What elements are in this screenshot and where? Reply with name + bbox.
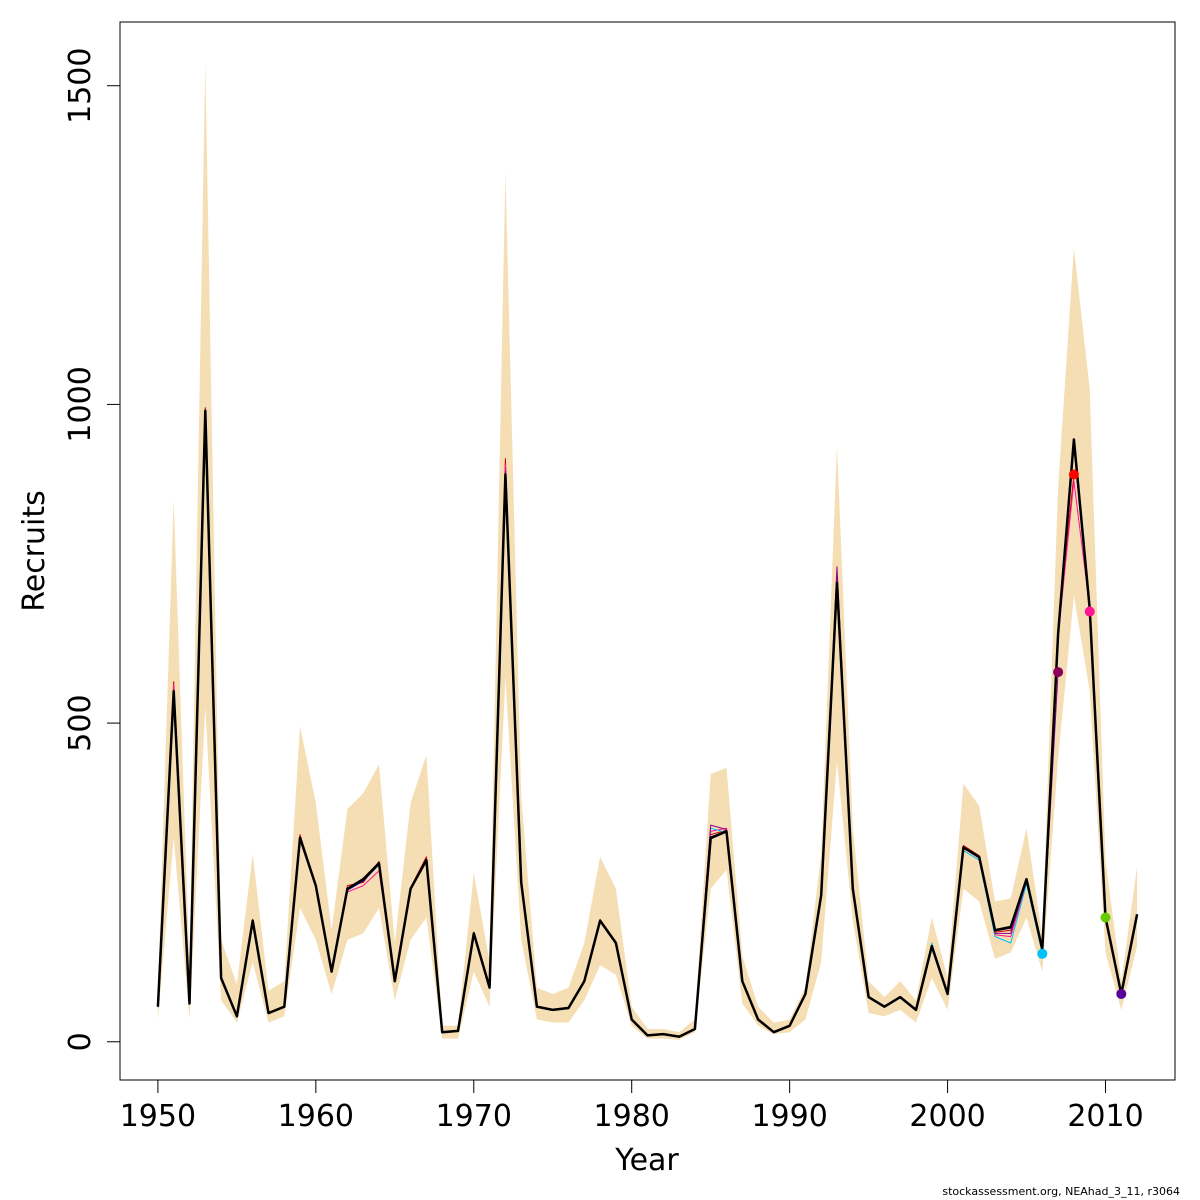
confidence-band-layer <box>157 63 1138 1040</box>
terminal-point-3 <box>1084 606 1095 617</box>
terminal-point-0 <box>1037 948 1048 959</box>
y-axis-title: Recruits <box>17 490 52 612</box>
series-line-5 <box>157 413 1122 1038</box>
terminal-point-2 <box>1068 469 1079 480</box>
x-tick-label: 1960 <box>278 1099 354 1134</box>
y-tick-label: 1000 <box>63 366 98 442</box>
y-tick-label: 0 <box>63 1032 98 1051</box>
confidence-band <box>157 63 1138 1040</box>
terminal-point-4 <box>1100 912 1111 923</box>
y-tick-label: 500 <box>63 694 98 751</box>
y-axis: 0 500 1000 1500 <box>63 48 121 1051</box>
series-line-0 <box>156 409 1139 1038</box>
x-tick-label: 2000 <box>909 1099 985 1134</box>
x-tick-label: 2010 <box>1067 1099 1143 1134</box>
footer-credit: stockassessment.org, NEAhad_3_11, r3064 <box>942 1185 1180 1198</box>
x-axis: 1950 1960 1970 1980 1990 2000 2010 <box>120 1079 1144 1134</box>
series-layer <box>156 407 1139 1038</box>
x-axis-title: Year <box>614 1143 679 1178</box>
terminal-point-5 <box>1116 988 1127 999</box>
x-tick-label: 1970 <box>436 1099 512 1134</box>
x-tick-label: 1990 <box>751 1099 827 1134</box>
x-tick-label: 1980 <box>594 1099 670 1134</box>
terminal-point-1 <box>1053 667 1064 678</box>
points-layer <box>1037 469 1127 999</box>
x-tick-label: 1950 <box>120 1099 196 1134</box>
y-tick-label: 1500 <box>63 48 98 124</box>
series-line-2 <box>157 413 1091 1038</box>
